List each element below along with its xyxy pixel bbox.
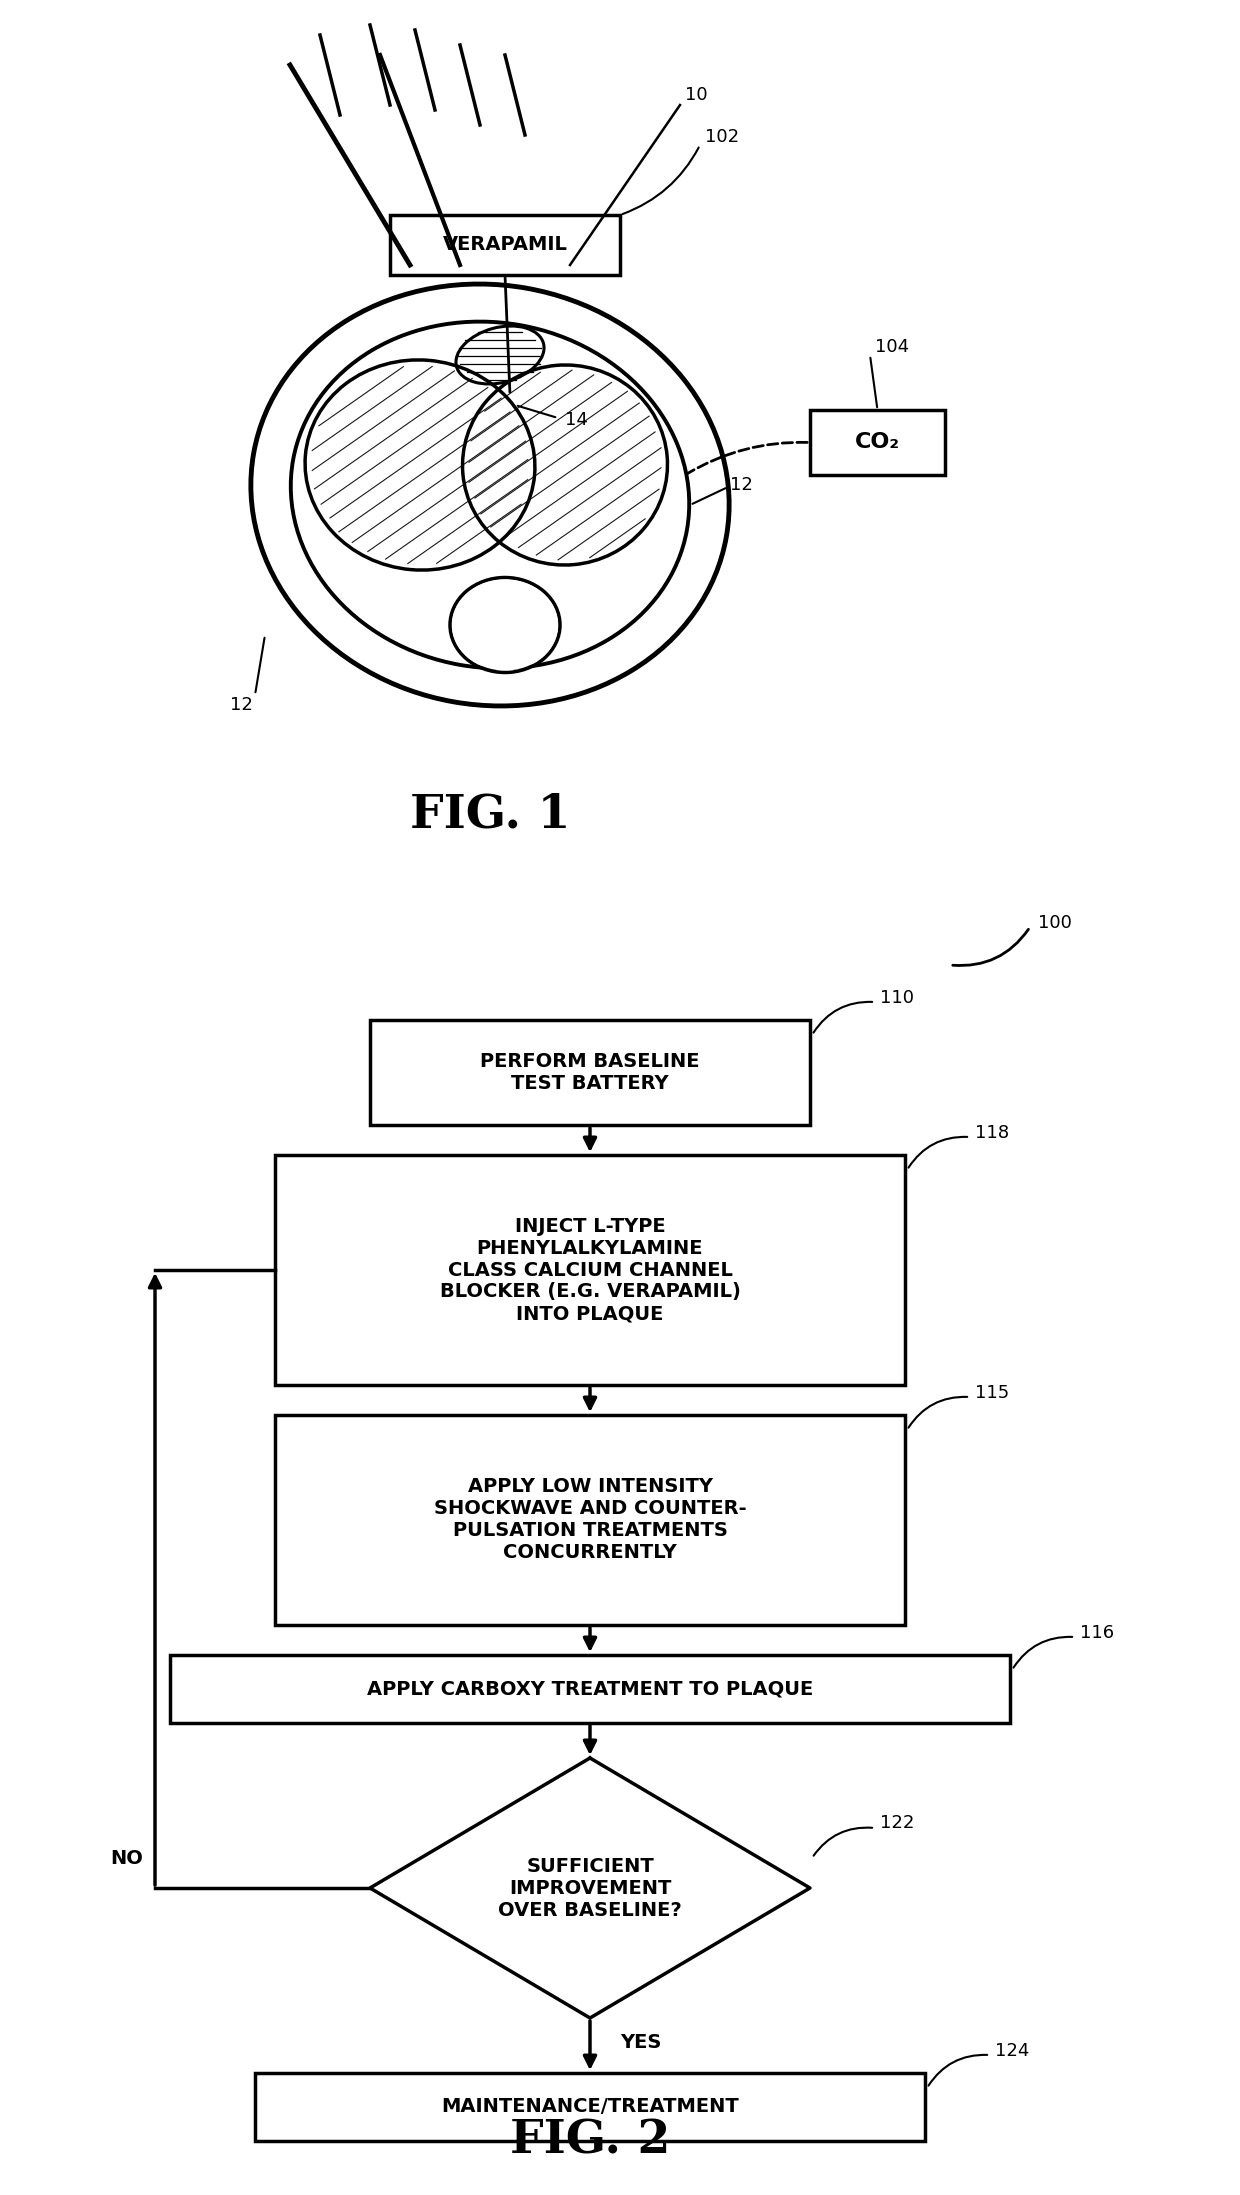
Text: 10: 10 [684,86,708,103]
Bar [391,215,620,274]
Bar [275,1155,905,1385]
Text: 118: 118 [975,1124,1009,1141]
Text: APPLY LOW INTENSITY
SHOCKWAVE AND COUNTER-
PULSATION TREATMENTS
CONCURRENTLY: APPLY LOW INTENSITY SHOCKWAVE AND COUNTE… [434,1477,746,1563]
Ellipse shape [453,579,558,669]
Bar [810,410,945,474]
Text: 110: 110 [880,990,914,1008]
Text: 104: 104 [875,338,909,356]
Text: MAINTENANCE/TREATMENT: MAINTENANCE/TREATMENT [441,2098,739,2116]
Text: INJECT L-TYPE
PHENYLALKYLAMINE
CLASS CALCIUM CHANNEL
BLOCKER (E.G. VERAPAMIL)
IN: INJECT L-TYPE PHENYLALKYLAMINE CLASS CAL… [439,1216,740,1324]
Text: 12: 12 [730,476,753,494]
Text: APPLY CARBOXY TREATMENT TO PLAQUE: APPLY CARBOXY TREATMENT TO PLAQUE [367,1679,813,1699]
Text: NO: NO [110,1848,143,1868]
Text: 102: 102 [706,127,739,147]
Text: 100: 100 [1038,913,1071,933]
Text: 124: 124 [994,2041,1029,2059]
Text: 14: 14 [565,410,588,428]
Text: CO₂: CO₂ [854,432,900,452]
Text: 115: 115 [975,1385,1009,1403]
Text: 12: 12 [229,696,253,713]
Text: 122: 122 [880,1813,914,1833]
Text: SUFFICIENT
IMPROVEMENT
OVER BASELINE?: SUFFICIENT IMPROVEMENT OVER BASELINE? [498,1857,682,1918]
Text: FIG. 1: FIG. 1 [409,792,570,838]
Text: 116: 116 [1080,1624,1114,1642]
Bar [255,2072,925,2140]
Text: PERFORM BASELINE
TEST BATTERY: PERFORM BASELINE TEST BATTERY [480,1051,699,1093]
Text: FIG. 2: FIG. 2 [510,2116,670,2162]
Text: VERAPAMIL: VERAPAMIL [443,235,568,255]
Bar [170,1655,1011,1723]
Bar [275,1416,905,1624]
Text: YES: YES [620,2033,661,2052]
Bar [370,1021,810,1126]
